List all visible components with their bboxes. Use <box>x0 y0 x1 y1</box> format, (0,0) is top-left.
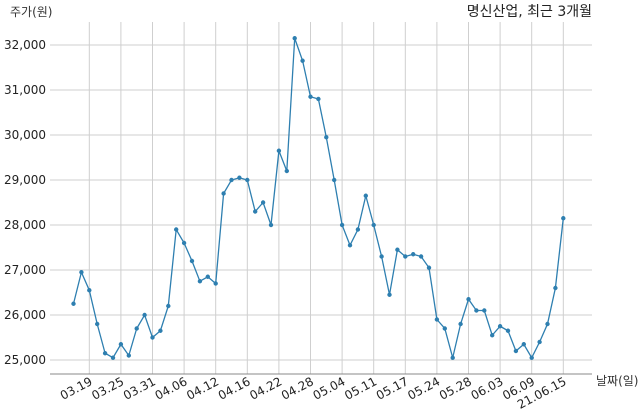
data-point <box>379 254 384 259</box>
data-point <box>466 297 471 302</box>
x-gridlines <box>88 22 564 374</box>
y-tick-label: 30,000 <box>4 128 46 142</box>
data-point <box>371 222 376 228</box>
data-point <box>403 254 408 259</box>
x-tick-label: 03.31 <box>121 374 158 402</box>
data-point <box>87 288 92 293</box>
data-point <box>513 348 519 354</box>
x-tick-label: 05.17 <box>374 374 411 402</box>
data-point <box>189 258 195 264</box>
x-tick-label: 04.12 <box>184 374 221 402</box>
data-point <box>284 168 289 174</box>
y-tick-label: 28,000 <box>4 218 46 232</box>
data-point <box>213 281 218 286</box>
y-tick-label: 32,000 <box>4 38 46 52</box>
data-point <box>497 324 503 329</box>
data-point <box>395 247 400 252</box>
data-point <box>253 209 258 214</box>
data-point <box>553 285 558 291</box>
data-point <box>545 321 550 327</box>
x-axis-title: 날짜(일) <box>596 374 638 388</box>
x-tick-label: 04.06 <box>153 374 190 402</box>
data-point <box>537 339 542 345</box>
x-tick-labels: 03.1903.2503.3104.0604.1204.1604.2204.28… <box>58 374 569 411</box>
price-series-line <box>72 38 564 360</box>
data-point <box>434 317 440 322</box>
y-gridlines <box>50 44 592 361</box>
data-point <box>134 326 139 331</box>
data-point <box>355 227 361 232</box>
y-axis-title: 주가(원) <box>10 5 52 19</box>
data-point <box>142 312 147 318</box>
data-point <box>332 177 337 183</box>
data-point <box>221 191 226 196</box>
x-tick-label: 05.11 <box>342 374 379 402</box>
data-point <box>529 355 534 360</box>
data-point <box>505 328 511 333</box>
y-tick-label: 31,000 <box>4 83 46 97</box>
x-tick-label: 05.04 <box>311 374 348 402</box>
data-point <box>339 222 345 228</box>
y-tick-label: 27,000 <box>4 263 46 277</box>
data-point <box>561 216 566 221</box>
data-point <box>95 321 100 327</box>
data-point <box>316 96 321 102</box>
data-point <box>126 353 131 358</box>
data-point <box>411 252 416 257</box>
data-point <box>474 308 479 313</box>
y-tick-label: 29,000 <box>4 173 46 187</box>
y-tick-labels: 25,000 26,000 27,000 28,000 29,000 30,000 31,0… <box>4 38 46 367</box>
data-point <box>300 58 305 63</box>
data-point <box>308 94 313 99</box>
data-point <box>260 200 266 205</box>
price-points <box>71 36 566 360</box>
x-tick-label: 04.22 <box>247 374 284 402</box>
data-point <box>387 292 392 297</box>
data-point <box>166 303 171 309</box>
data-point <box>442 326 447 331</box>
data-point <box>347 243 353 248</box>
x-tick-label: 04.28 <box>279 374 316 402</box>
data-point <box>458 321 463 327</box>
data-point <box>102 351 108 356</box>
data-point <box>245 177 250 183</box>
data-point <box>276 148 282 153</box>
data-point <box>181 240 187 246</box>
data-point <box>418 254 424 259</box>
data-point <box>482 308 487 313</box>
data-point <box>426 265 432 270</box>
data-point <box>237 175 242 180</box>
data-point <box>205 274 210 279</box>
x-tick-label: 05.24 <box>405 374 442 402</box>
y-tick-label: 26,000 <box>4 308 46 322</box>
x-tick-label: 05.28 <box>437 374 474 402</box>
data-point <box>197 279 203 284</box>
data-point <box>229 177 234 183</box>
data-point <box>150 335 155 340</box>
y-tick-label: 25,000 <box>4 353 46 367</box>
data-point <box>79 270 84 275</box>
data-point <box>450 355 455 360</box>
x-tick-label: 03.19 <box>58 374 95 402</box>
data-point <box>268 222 274 228</box>
data-point <box>158 328 163 333</box>
data-point <box>118 342 124 347</box>
data-point <box>324 135 329 140</box>
data-point <box>490 333 495 338</box>
data-point <box>292 36 297 41</box>
data-point <box>174 227 179 232</box>
x-tick-label: 03.25 <box>89 374 126 402</box>
x-tick-label: 04.16 <box>216 374 253 402</box>
data-point <box>110 355 116 360</box>
data-point <box>71 301 76 306</box>
x-tick-label: 06.03 <box>469 374 506 402</box>
data-point <box>521 342 526 347</box>
chart-title: 명신산업, 최근 3개월 <box>467 4 592 20</box>
data-point <box>363 193 368 198</box>
